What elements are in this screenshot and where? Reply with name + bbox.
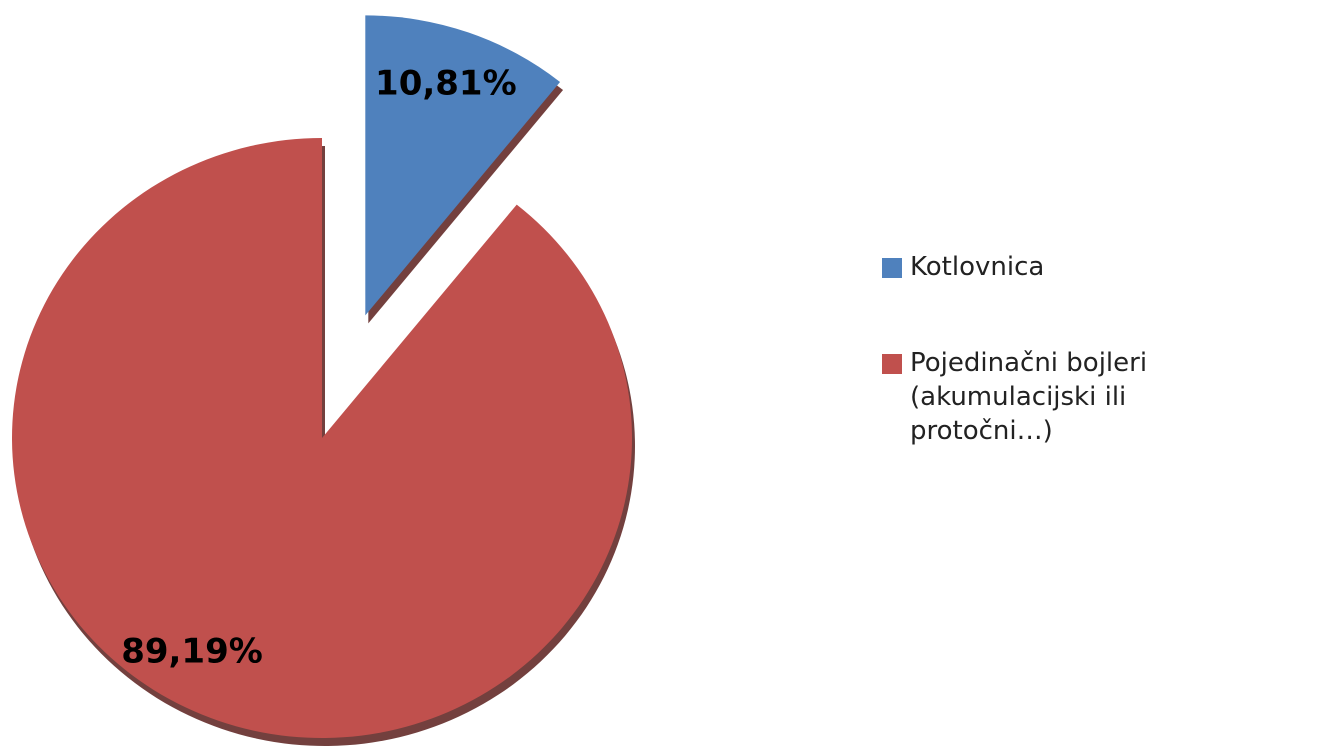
legend-swatch (882, 258, 902, 278)
legend-label: Kotlovnica (910, 252, 1045, 282)
legend-item: Pojedinačni bojleri (akumulacijski ili p… (882, 346, 1322, 448)
value-label: 89,19% (121, 632, 263, 672)
slice (365, 15, 561, 316)
legend: Kotlovnica Pojedinačni bojleri (akumulaci… (882, 250, 1322, 510)
legend-swatch (882, 354, 902, 374)
value-label: 10,81% (375, 63, 517, 103)
legend-item: Kotlovnica (882, 250, 1322, 284)
slice (12, 138, 633, 738)
legend-label: Pojedinačni bojleri (akumulacijski ili p… (910, 348, 1148, 446)
